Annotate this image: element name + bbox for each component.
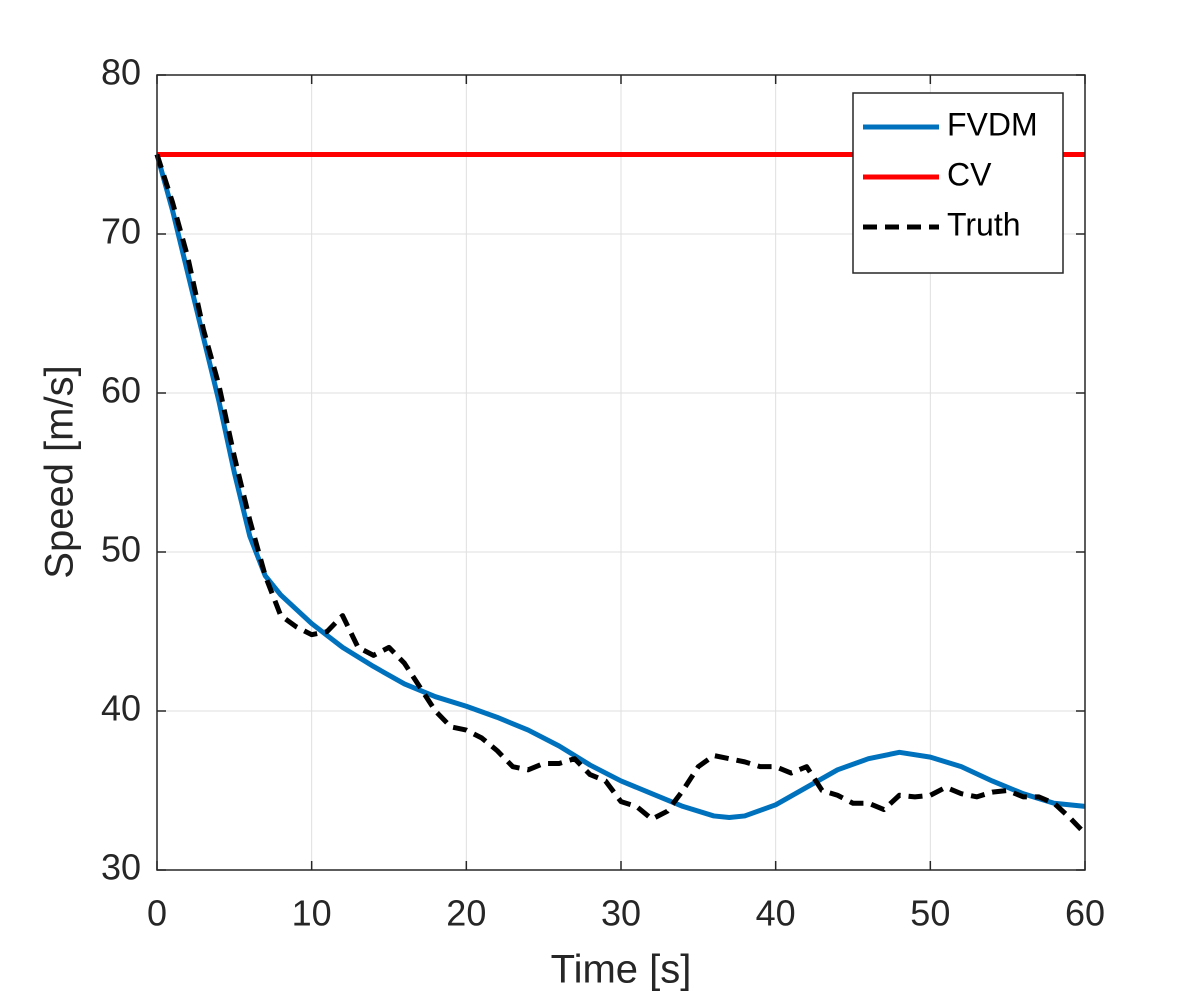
legend: FVDM CV Truth (852, 92, 1064, 274)
legend-label: CV (947, 156, 992, 192)
y-tick-label: 30 (101, 847, 141, 888)
y-tick-label: 80 (101, 52, 141, 93)
x-tick-label: 30 (601, 893, 641, 934)
y-tick-label: 50 (101, 529, 141, 570)
line-series (154, 153, 1087, 836)
x-tick-label: 40 (756, 893, 796, 934)
legend-box (852, 92, 1064, 274)
x-tick-label: 60 (1065, 893, 1105, 934)
x-axis-label: Time [s] (551, 948, 692, 992)
x-tick-label: 20 (446, 893, 486, 934)
y-tick-label: 40 (101, 688, 141, 729)
x-tick-label: 50 (910, 893, 950, 934)
y-tick-label: 60 (101, 370, 141, 411)
line-series (154, 153, 1086, 821)
y-axis-label: Speed [m/s] (38, 365, 82, 578)
y-tick-label: 70 (101, 211, 141, 252)
x-tick-label: 0 (147, 893, 167, 934)
x-tick-label: 10 (292, 893, 332, 934)
legend-label: FVDM (947, 106, 1038, 142)
legend-label: Truth (947, 206, 1021, 242)
